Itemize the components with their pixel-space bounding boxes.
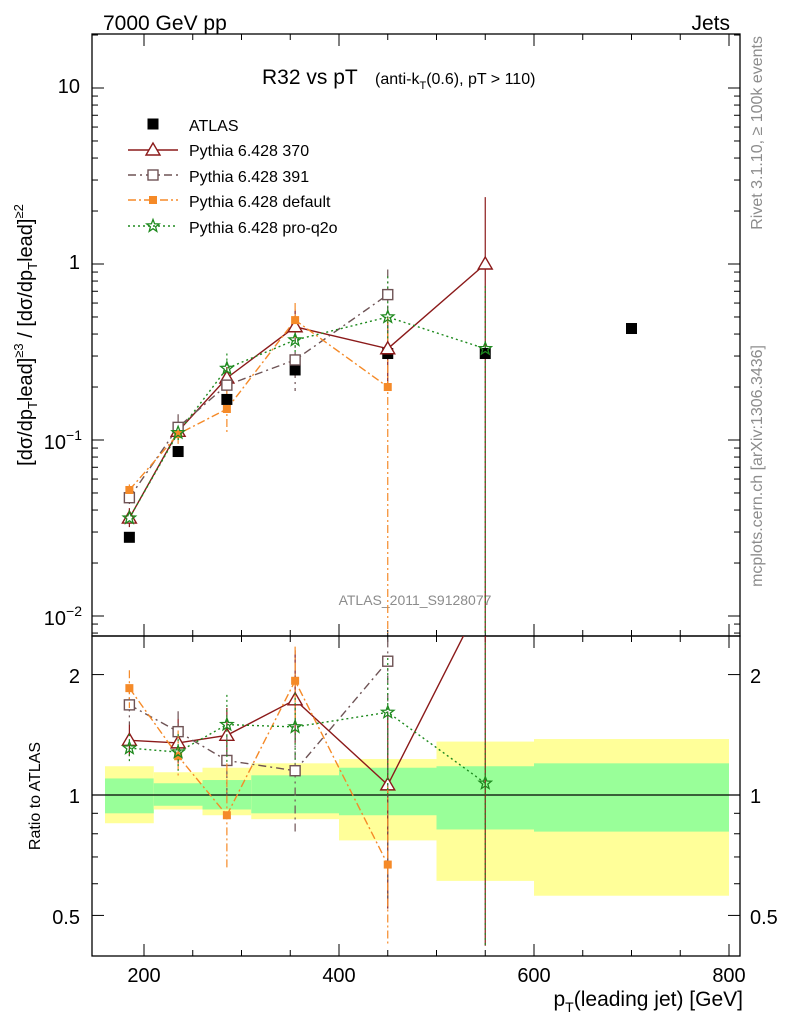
ratio-point-default — [174, 752, 183, 761]
data-point-default — [383, 383, 392, 392]
ratio-y-tick-1-right: 1 — [750, 786, 761, 808]
data-point-default — [174, 430, 183, 439]
data-point-default — [222, 405, 231, 414]
data-point-proq2o — [121, 509, 138, 525]
legend-label-370: Pythia 6.428 370 — [189, 143, 309, 160]
plot-title-sub: (anti-kT(0.6), pT > 110) — [375, 71, 535, 92]
ratio-y-tick-0.5: 0.5 — [52, 907, 80, 929]
mcplots-label: mcplots.cern.ch [arXiv:1306.3436] — [749, 345, 766, 587]
data-point-proq2o — [379, 308, 396, 324]
data-point-p391 — [221, 379, 233, 391]
y-tick-1: 1 — [69, 252, 80, 274]
x-axis-label: pT(leading jet) [GeV] — [553, 988, 743, 1015]
plot-title: R32 vs pT — [262, 66, 358, 89]
x-tick-600: 600 — [517, 965, 550, 987]
series-line-default — [128, 319, 389, 491]
data-point-p391 — [289, 354, 301, 366]
data-point-atlas — [289, 364, 301, 376]
ratio-point-proq2o — [121, 739, 138, 755]
ratio-point-default — [291, 676, 300, 685]
main-y-axis-label: [dσ/dpTlead]≥3 / [dσ/dpTlead]≥2 — [11, 204, 40, 466]
data-point-atlas — [626, 323, 637, 335]
legend-marker-default — [149, 196, 157, 204]
y-tick-10: 10 — [58, 76, 80, 98]
y-tick-0.01: 10−2 — [44, 603, 82, 630]
data-point-p391 — [123, 492, 136, 504]
analysis-id: ATLAS_2011_S9128077 — [339, 592, 492, 608]
data-point-proq2o — [170, 424, 187, 440]
data-point-atlas — [221, 393, 233, 405]
ratio-point-proq2o — [477, 774, 494, 791]
data-point-p370 — [379, 340, 396, 355]
series-line-proq2o — [128, 316, 486, 519]
data-point-p370 — [477, 255, 494, 270]
legend-marker-p370 — [144, 141, 162, 156]
data-point-default — [291, 316, 300, 325]
ratio-y-tick-0.5-right: 0.5 — [750, 907, 778, 929]
ratio-uncertainty-bands — [105, 739, 729, 896]
ratio-y-tick-2-right: 2 — [750, 666, 761, 688]
ratio-plot-area — [121, 636, 494, 946]
ratio-point-default — [383, 860, 392, 869]
ratio-point-p391 — [289, 765, 301, 777]
data-point-proq2o — [287, 331, 304, 347]
data-point-p391 — [382, 288, 394, 301]
series-line-p391 — [128, 294, 389, 499]
ratio-line-p370 — [129, 636, 465, 787]
data-point-atlas — [479, 348, 491, 360]
ratio-frame — [91, 635, 741, 957]
ratio-point-proq2o — [170, 743, 187, 759]
ratio-point-default — [222, 811, 231, 820]
ratio-point-default — [125, 684, 134, 693]
ratio-point-p391 — [382, 655, 394, 667]
data-point-default — [125, 485, 134, 494]
x-tick-200: 200 — [127, 965, 160, 987]
data-point-atlas — [123, 531, 135, 543]
series-line-p370 — [128, 263, 486, 519]
x-tick-800: 800 — [712, 965, 745, 987]
legend-label-391: Pythia 6.428 391 — [189, 169, 309, 186]
ratio-y-tick-2: 2 — [69, 666, 80, 688]
legend-marker-p391 — [147, 169, 159, 181]
ratio-point-proq2o — [287, 718, 304, 734]
energy-label: 7000 GeV pp — [103, 12, 227, 35]
legend-label-proq2o: Pythia 6.428 pro-q2o — [189, 220, 338, 237]
x-tick-400: 400 — [322, 965, 355, 987]
y-tick-0.1: 10−1 — [44, 427, 82, 454]
ratio-point-proq2o — [218, 716, 235, 732]
data-point-atlas — [172, 446, 184, 458]
legend-marker-proq2o — [145, 217, 161, 233]
band-inner-6 — [534, 763, 729, 832]
jets-label: Jets — [691, 12, 730, 35]
legend-label-atlas: ATLAS — [189, 118, 239, 135]
legend-marker-atlas — [147, 118, 159, 130]
ratio-line-proq2o — [129, 711, 486, 784]
legend-label-default: Pythia 6.428 default — [189, 194, 331, 211]
rivet-label: Rivet 3.1.10, ≥ 100k events — [749, 36, 766, 230]
data-point-proq2o — [218, 360, 235, 376]
ratio-y-tick-1: 1 — [69, 786, 80, 808]
ratio-y-axis-label: Ratio to ATLAS — [27, 742, 44, 850]
main-plot-area — [121, 197, 637, 634]
data-point-proq2o — [477, 340, 494, 356]
ratio-point-proq2o — [379, 703, 396, 720]
legend: ATLAS Pythia 6.428 370 Pythia 6.428 391 … — [128, 118, 338, 237]
band-inner-0 — [105, 778, 154, 814]
